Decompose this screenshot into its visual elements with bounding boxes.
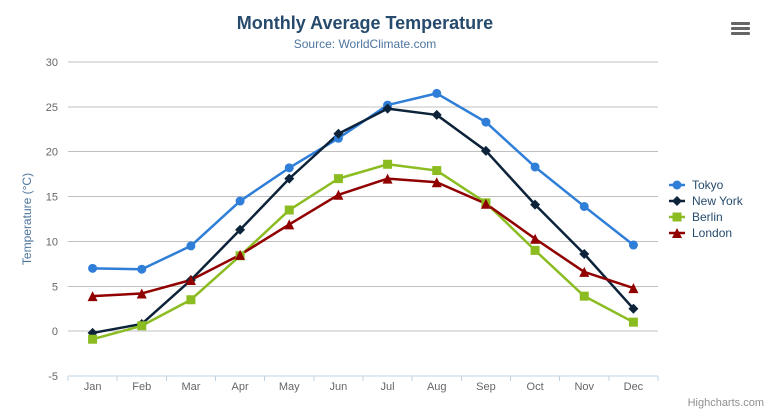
legend-label-berlin: Berlin xyxy=(692,210,723,224)
data-point-marker-tokyo[interactable] xyxy=(481,117,491,127)
data-point-marker-london[interactable] xyxy=(480,198,491,209)
y-axis-label: 30 xyxy=(46,57,58,69)
legend-marker-tokyo xyxy=(669,180,685,190)
series-line-berlin xyxy=(91,163,635,341)
data-point-marker-tokyo[interactable] xyxy=(530,162,540,172)
y-axis-label: 25 xyxy=(46,102,58,114)
legend-label-tokyo: Tokyo xyxy=(692,178,724,192)
legend-item-berlin[interactable]: Berlin xyxy=(669,209,743,225)
legend-marker-berlin xyxy=(669,212,685,222)
data-point-marker-new-york[interactable] xyxy=(235,224,246,235)
data-point-marker-new-york[interactable] xyxy=(480,145,491,156)
data-point-marker-berlin[interactable] xyxy=(333,174,343,184)
y-axis-label: 20 xyxy=(46,147,58,159)
data-point-marker-new-york[interactable] xyxy=(628,303,639,314)
data-point-marker-new-york[interactable] xyxy=(431,109,442,120)
data-point-marker-berlin[interactable] xyxy=(432,166,442,176)
legend: Tokyo New York Berlin London xyxy=(669,177,743,241)
y-axis-title: Temperature (°C) xyxy=(20,173,34,265)
x-axis-label: Dec xyxy=(624,381,644,393)
data-point-marker-berlin[interactable] xyxy=(383,159,393,169)
data-point-marker-berlin[interactable] xyxy=(186,295,196,305)
series-line-tokyo xyxy=(91,92,635,271)
series-line-new-york xyxy=(91,107,635,335)
data-point-marker-london[interactable] xyxy=(382,173,393,184)
data-point-marker-london[interactable] xyxy=(431,177,442,188)
data-point-marker-tokyo[interactable] xyxy=(432,88,442,98)
data-point-marker-tokyo[interactable] xyxy=(235,196,245,206)
x-axis-label: Apr xyxy=(232,381,249,393)
y-axis-label: 15 xyxy=(46,192,58,204)
x-axis-label: Oct xyxy=(527,381,544,393)
y-axis-label: 10 xyxy=(46,236,58,248)
data-point-marker-berlin[interactable] xyxy=(628,317,638,327)
data-point-marker-london[interactable] xyxy=(185,275,196,286)
legend-item-london[interactable]: London xyxy=(669,225,743,241)
data-point-marker-tokyo[interactable] xyxy=(579,201,589,211)
legend-label-london: London xyxy=(692,226,733,240)
x-axis-label: Jul xyxy=(381,381,395,393)
data-point-marker-berlin[interactable] xyxy=(137,321,147,331)
x-axis-label: Mar xyxy=(181,381,200,393)
credits-link[interactable]: Highcharts.com xyxy=(687,397,764,409)
data-point-marker-tokyo[interactable] xyxy=(284,163,294,173)
chart-subtitle: Source: WorldClimate.com xyxy=(293,37,437,51)
data-point-marker-london[interactable] xyxy=(579,266,590,277)
data-point-marker-berlin[interactable] xyxy=(284,205,294,215)
data-point-marker-berlin[interactable] xyxy=(579,291,589,301)
data-point-marker-new-york[interactable] xyxy=(333,128,344,139)
hamburger-icon xyxy=(731,32,750,35)
data-point-marker-tokyo[interactable] xyxy=(137,264,147,274)
data-point-marker-new-york[interactable] xyxy=(579,248,590,259)
data-point-marker-london[interactable] xyxy=(628,283,639,294)
legend-item-tokyo[interactable]: Tokyo xyxy=(669,177,743,193)
x-axis-label: Sep xyxy=(476,381,496,393)
chart-title: Monthly Average Temperature xyxy=(236,13,494,33)
series-line-london xyxy=(91,177,635,298)
data-point-marker-london[interactable] xyxy=(235,249,246,260)
data-point-marker-london[interactable] xyxy=(333,189,344,200)
data-point-marker-tokyo[interactable] xyxy=(628,240,638,250)
data-point-marker-new-york[interactable] xyxy=(284,173,295,184)
y-axis-label: 0 xyxy=(52,326,58,338)
hamburger-icon xyxy=(731,27,750,30)
legend-marker-london xyxy=(669,228,685,238)
export-menu-button[interactable] xyxy=(731,22,750,35)
x-axis-label: Feb xyxy=(132,381,151,393)
y-axis-label: 5 xyxy=(52,281,58,293)
data-point-marker-new-york[interactable] xyxy=(530,199,541,210)
data-point-marker-berlin[interactable] xyxy=(88,334,98,344)
x-axis-label: Aug xyxy=(427,381,447,393)
y-axis-label: -5 xyxy=(48,371,58,383)
x-axis-label: Nov xyxy=(574,381,594,393)
legend-label-new-york: New York xyxy=(692,194,743,208)
hamburger-icon xyxy=(731,22,750,25)
legend-marker-new-york xyxy=(669,196,685,206)
x-axis-label: Jan xyxy=(84,381,102,393)
x-axis-label: Jun xyxy=(330,381,348,393)
legend-item-new-york[interactable]: New York xyxy=(669,193,743,209)
data-point-marker-london[interactable] xyxy=(530,233,541,244)
data-point-marker-berlin[interactable] xyxy=(530,245,540,255)
data-point-marker-london[interactable] xyxy=(136,288,147,299)
data-point-marker-new-york[interactable] xyxy=(382,103,393,114)
x-axis-label: May xyxy=(279,381,300,393)
data-point-marker-tokyo[interactable] xyxy=(88,263,98,273)
data-point-marker-london[interactable] xyxy=(284,219,295,230)
data-point-marker-tokyo[interactable] xyxy=(186,241,196,251)
data-point-marker-london[interactable] xyxy=(87,291,98,302)
